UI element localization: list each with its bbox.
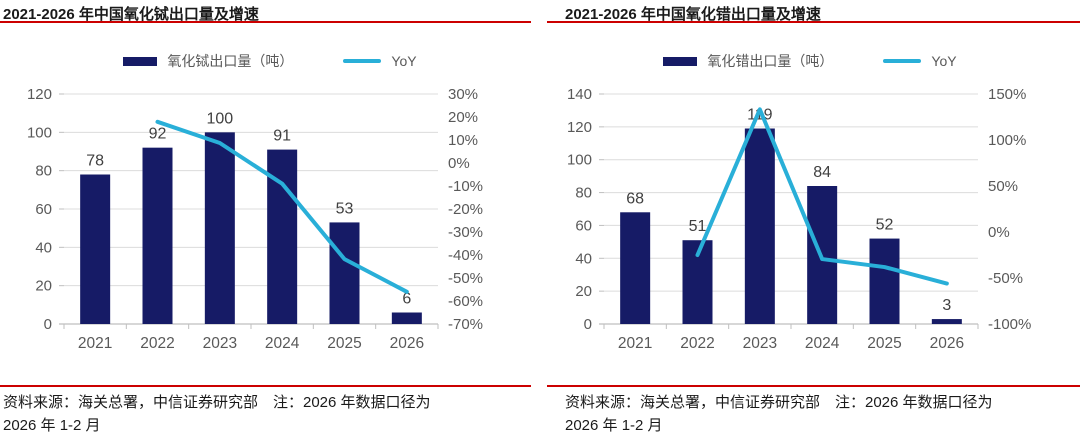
svg-text:0: 0 xyxy=(44,316,52,333)
footer-line2: 2026 年 1-2 月 xyxy=(3,416,101,434)
svg-text:60: 60 xyxy=(35,201,52,218)
svg-text:2026: 2026 xyxy=(930,335,964,352)
svg-text:-50%: -50% xyxy=(448,270,483,287)
svg-text:20: 20 xyxy=(35,278,52,295)
svg-text:2025: 2025 xyxy=(867,335,901,352)
footer-line1: 资料来源：海关总署，中信证券研究部 注：2026 年数据口径为 xyxy=(3,393,431,411)
footer-text: 资料来源：海关总署，中信证券研究部 注：2026 年数据口径为 2026 年 1… xyxy=(540,387,1080,438)
svg-text:40: 40 xyxy=(575,250,592,267)
legend-bar-label: 氧化铽出口量（吨） xyxy=(167,53,294,69)
legend-line-swatch xyxy=(883,58,922,64)
svg-text:0%: 0% xyxy=(988,224,1010,241)
footer-rule xyxy=(0,385,531,387)
svg-text:2021: 2021 xyxy=(78,335,112,352)
svg-text:20%: 20% xyxy=(448,109,478,126)
svg-text:150%: 150% xyxy=(988,86,1026,103)
svg-text:52: 52 xyxy=(876,217,894,234)
legend-line-swatch xyxy=(343,58,382,64)
svg-text:92: 92 xyxy=(149,126,167,143)
legend-bar-swatch xyxy=(663,56,698,66)
svg-text:3: 3 xyxy=(942,297,951,314)
svg-text:68: 68 xyxy=(626,190,644,207)
chart-title: 2021-2026 年中国氧化错出口量及增速 xyxy=(565,6,821,23)
panel-second-oxide: 2021-2026 年中国氧化错出口量及增速 氧化错出口量（吨） YoY 0 20… xyxy=(540,0,1080,442)
svg-text:84: 84 xyxy=(813,164,831,181)
svg-text:80: 80 xyxy=(35,163,52,180)
svg-text:-10%: -10% xyxy=(448,178,483,195)
panel-terbium-oxide: 2021-2026 年中国氧化铽出口量及增速 氧化铽出口量（吨） YoY 0 20… xyxy=(0,6,540,442)
svg-text:100: 100 xyxy=(206,110,233,127)
footer-line1: 资料来源：海关总署，中信证券研究部 注：2026 年数据口径为 xyxy=(565,393,993,411)
svg-text:-60%: -60% xyxy=(448,293,483,310)
svg-text:0: 0 xyxy=(584,316,592,333)
svg-text:2024: 2024 xyxy=(805,335,840,352)
legend-line-label: YoY xyxy=(391,53,417,69)
svg-text:0%: 0% xyxy=(448,155,470,172)
svg-text:53: 53 xyxy=(336,200,354,217)
svg-text:2022: 2022 xyxy=(680,335,714,352)
legend-bar-label: 氧化错出口量（吨） xyxy=(707,53,834,69)
chart-title: 2021-2026 年中国氧化铽出口量及增速 xyxy=(3,6,259,23)
svg-text:2022: 2022 xyxy=(140,335,174,352)
footer-text: 资料来源：海关总署，中信证券研究部 注：2026 年数据口径为 2026 年 1… xyxy=(0,387,540,438)
svg-text:-20%: -20% xyxy=(448,201,483,218)
svg-text:-70%: -70% xyxy=(448,316,483,333)
svg-text:120: 120 xyxy=(27,86,52,103)
svg-text:2026: 2026 xyxy=(390,335,424,352)
chart-legend: 氧化错出口量（吨） YoY xyxy=(540,50,1080,72)
bar-line-chart: 0 20 40 60 80 100 120 30% 20% 10% 0% -10% -20% -30% -4… xyxy=(27,86,483,352)
svg-text:50%: 50% xyxy=(988,178,1018,195)
svg-text:2025: 2025 xyxy=(327,335,361,352)
bar-line-chart: 0 20 40 60 80 100 120 140 150% 100% 50% 0% -50% -100%… xyxy=(567,86,1031,352)
svg-text:100: 100 xyxy=(567,152,592,169)
svg-text:140: 140 xyxy=(567,86,592,103)
svg-text:80: 80 xyxy=(575,185,592,202)
legend-bar-swatch xyxy=(123,56,158,66)
footer-rule xyxy=(547,385,1080,387)
svg-text:-50%: -50% xyxy=(988,270,1023,287)
svg-text:-100%: -100% xyxy=(988,316,1031,333)
svg-text:20: 20 xyxy=(575,283,592,300)
svg-text:120: 120 xyxy=(567,119,592,136)
svg-text:78: 78 xyxy=(86,153,104,170)
source-footer: 资料来源：海关总署，中信证券研究部 注：2026 年数据口径为 2026 年 1… xyxy=(0,385,540,442)
svg-text:60: 60 xyxy=(575,217,592,234)
svg-text:2023: 2023 xyxy=(203,335,237,352)
svg-text:91: 91 xyxy=(273,128,291,145)
chart-legend: 氧化铽出口量（吨） YoY xyxy=(0,50,540,72)
svg-text:2023: 2023 xyxy=(743,335,777,352)
svg-text:40: 40 xyxy=(35,239,52,256)
svg-text:51: 51 xyxy=(689,218,707,235)
svg-text:6: 6 xyxy=(402,291,411,308)
svg-text:100%: 100% xyxy=(988,132,1026,149)
legend-line-label: YoY xyxy=(931,53,957,69)
svg-text:2021: 2021 xyxy=(618,335,652,352)
svg-text:2024: 2024 xyxy=(265,335,300,352)
svg-text:10%: 10% xyxy=(448,132,478,149)
svg-text:100: 100 xyxy=(27,124,52,141)
source-footer: 资料来源：海关总署，中信证券研究部 注：2026 年数据口径为 2026 年 1… xyxy=(540,385,1080,442)
svg-text:-30%: -30% xyxy=(448,224,483,241)
footer-line2: 2026 年 1-2 月 xyxy=(565,416,663,434)
svg-text:-40%: -40% xyxy=(448,247,483,264)
svg-text:30%: 30% xyxy=(448,86,478,103)
title-rule xyxy=(0,21,531,23)
title-rule xyxy=(547,21,1080,23)
